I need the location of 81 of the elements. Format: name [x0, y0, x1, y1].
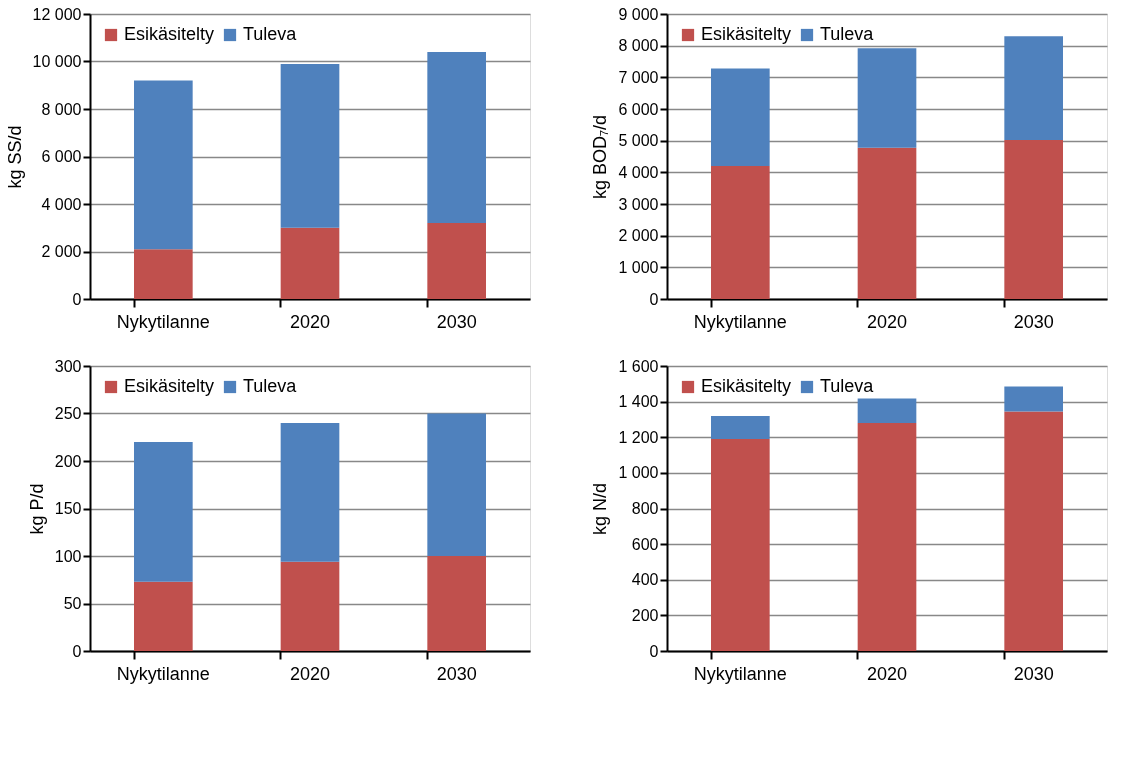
- bar: [857, 398, 917, 423]
- legend-label: Tuleva: [820, 24, 875, 44]
- x-tick-label: 2020: [289, 663, 331, 684]
- bar: [134, 249, 193, 299]
- y-tick-label: 0: [649, 290, 659, 308]
- y-tick-label: 1 000: [618, 258, 659, 276]
- legend-label: Tuleva: [820, 376, 875, 396]
- y-tick-label: 4 000: [41, 195, 82, 213]
- bar: [1004, 140, 1063, 299]
- bar: [280, 423, 340, 562]
- bar: [427, 223, 486, 299]
- y-tick-label: 4 000: [618, 163, 659, 181]
- y-tick-label: 2 000: [41, 243, 82, 260]
- x-tick-label: 2020: [289, 311, 331, 332]
- y-tick-label: 9 000: [618, 5, 659, 23]
- bar: [427, 52, 486, 223]
- y-tick-label: 8 000: [618, 37, 659, 55]
- y-axis-title: kg P/d: [26, 483, 47, 535]
- x-tick-label: 2020: [866, 311, 908, 332]
- legend-label: Tuleva: [243, 376, 298, 396]
- y-tick-label: 1 200: [618, 428, 659, 446]
- y-tick-label: 7 000: [618, 68, 659, 86]
- legend-label: Esikäsitelty: [701, 376, 792, 396]
- x-tick-label: 2020: [866, 663, 908, 684]
- y-tick-label: 0: [649, 642, 659, 660]
- y-tick-label: 2 000: [618, 227, 659, 245]
- y-tick-label: 1 600: [618, 357, 659, 375]
- y-tick-label: 6 000: [41, 148, 82, 165]
- y-tick-label: 3 000: [618, 195, 659, 213]
- y-tick-label: 400: [631, 571, 659, 589]
- y-tick-label: 200: [631, 606, 659, 624]
- y-tick-label: 12 000: [32, 5, 82, 23]
- bar: [280, 227, 340, 299]
- bar: [857, 147, 917, 299]
- y-tick-label: 5 000: [618, 132, 659, 150]
- legend-label: Esikäsitelty: [124, 376, 215, 396]
- bar: [427, 413, 486, 556]
- y-tick-label: 150: [54, 500, 82, 517]
- y-tick-label: 0: [72, 290, 82, 308]
- bar: [280, 561, 340, 651]
- x-tick-label: Nykytilanne: [116, 311, 210, 332]
- y-tick-label: 1 400: [618, 393, 659, 411]
- y-tick-label: 250: [54, 405, 82, 422]
- y-tick-label: 800: [631, 500, 659, 517]
- bar: [134, 80, 193, 250]
- legend-label: Esikäsitelty: [701, 24, 792, 44]
- bar: [711, 415, 770, 440]
- x-tick-label: 2030: [1013, 663, 1054, 684]
- x-tick-label: 2030: [436, 663, 477, 684]
- legend-label: Esikäsitelty: [124, 24, 215, 44]
- bar: [280, 63, 340, 228]
- x-tick-label: Nykytilanne: [693, 311, 787, 332]
- bar: [1004, 36, 1063, 141]
- bar: [427, 556, 486, 651]
- bar: [857, 423, 917, 651]
- x-tick-label: Nykytilanne: [693, 663, 787, 684]
- x-tick-label: 2030: [1013, 311, 1054, 332]
- y-tick-label: 1 000: [618, 464, 659, 482]
- y-axis-title: kg BOD₇/d: [590, 114, 611, 200]
- y-tick-label: 200: [54, 452, 82, 470]
- y-tick-label: 10 000: [32, 53, 82, 70]
- y-tick-label: 100: [54, 547, 82, 565]
- bar: [134, 581, 193, 651]
- bar: [711, 439, 770, 651]
- bar: [1004, 386, 1063, 412]
- y-tick-label: 300: [54, 357, 82, 375]
- x-tick-label: Nykytilanne: [116, 663, 210, 684]
- y-tick-label: 600: [631, 535, 659, 553]
- x-tick-label: 2030: [436, 311, 477, 332]
- y-axis-title: kg SS/d: [4, 125, 25, 189]
- y-tick-label: 0: [72, 642, 82, 660]
- bar: [1004, 411, 1063, 651]
- y-tick-label: 50: [63, 595, 82, 612]
- y-tick-label: 6 000: [618, 100, 659, 118]
- bar: [711, 68, 770, 166]
- y-axis-title: kg N/d: [590, 482, 611, 536]
- bar: [134, 442, 193, 582]
- legend-label: Tuleva: [243, 24, 298, 44]
- y-tick-label: 8 000: [41, 100, 82, 118]
- bar: [711, 166, 770, 299]
- bar: [857, 48, 917, 148]
